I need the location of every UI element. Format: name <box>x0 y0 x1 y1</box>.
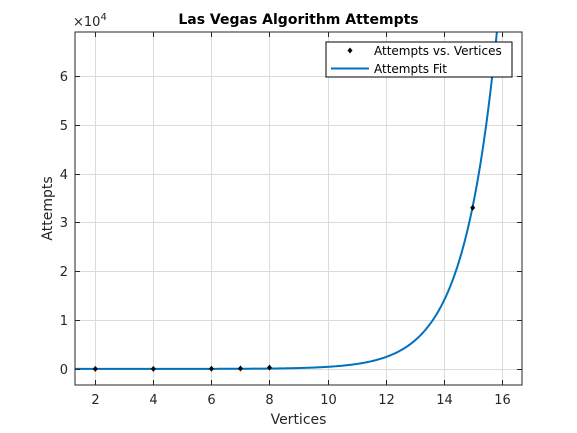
x-tick-label: 6 <box>207 393 215 408</box>
ticks <box>75 32 522 385</box>
y-tick-label: 0 <box>60 363 68 378</box>
x-tick-label: 12 <box>378 393 395 408</box>
legend-box <box>325 41 513 78</box>
y-exponent-base: ×10 <box>73 15 100 30</box>
fit-layer <box>75 32 498 370</box>
data-point <box>92 365 98 372</box>
plot-box <box>74 31 523 386</box>
x-tick-label: 2 <box>91 393 99 408</box>
plot-area <box>75 32 498 372</box>
x-tick-label: 10 <box>320 393 337 408</box>
y-tick-label: 2 <box>60 265 68 280</box>
data-point <box>150 365 156 372</box>
x-tick-label: 14 <box>436 393 453 408</box>
legend-marker-entry: Attempts vs. Vertices <box>347 44 502 58</box>
legend: Attempts vs. Vertices Attempts Fit <box>325 41 513 78</box>
y-tick-label: 5 <box>60 119 68 134</box>
y-tick-label: 4 <box>60 168 68 183</box>
y-exponent-label: ×104 <box>73 12 107 30</box>
y-tick-labels: 0 1 2 3 4 5 6 <box>60 70 68 378</box>
y-exponent-power: 4 <box>100 12 106 23</box>
y-tick-label: 3 <box>60 216 68 231</box>
chart-title: Las Vegas Algorithm Attempts <box>178 12 418 28</box>
legend-marker-swatch <box>347 47 353 54</box>
legend-fit-entry: Attempts Fit <box>331 62 447 76</box>
x-tick-label: 8 <box>265 393 273 408</box>
y-tick-label: 6 <box>60 70 68 85</box>
data-point <box>266 364 272 371</box>
x-tick-labels: 2 4 6 8 10 12 14 16 <box>91 393 510 408</box>
data-point <box>237 365 243 372</box>
legend-fit-label: Attempts Fit <box>374 62 447 76</box>
y-axis-label: Attempts <box>40 176 56 240</box>
x-axis-label: Vertices <box>271 412 327 428</box>
marker-layer <box>92 204 476 372</box>
data-point <box>470 204 476 211</box>
y-tick-label: 1 <box>60 314 68 329</box>
x-tick-label: 4 <box>149 393 157 408</box>
x-tick-label: 16 <box>494 393 511 408</box>
legend-marker-label: Attempts vs. Vertices <box>374 44 502 58</box>
fit-curve <box>75 32 498 370</box>
data-point <box>208 365 214 372</box>
